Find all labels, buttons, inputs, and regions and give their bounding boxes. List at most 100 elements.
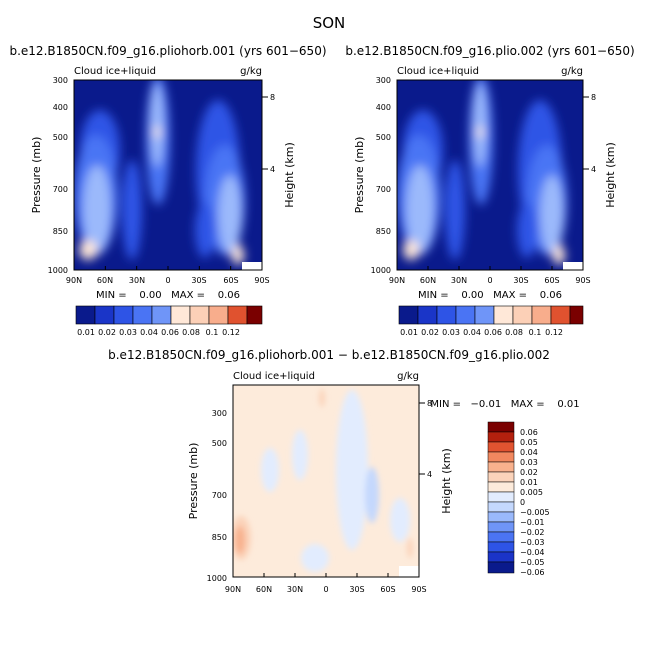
panel-a-x-tick: 30N xyxy=(129,276,145,285)
panel-b: b.e12.B1850CN.f09_g16.plio.002 (yrs 601−… xyxy=(345,44,634,337)
panel-a-min-max: MIN = 0.00 MAX = 0.06 xyxy=(96,290,240,301)
panel-c-y-tick: 500 xyxy=(212,439,227,448)
colorbar-label: 0.02 xyxy=(421,328,439,337)
panel-c-ylabel: Pressure (mb) xyxy=(187,443,200,520)
season-title: SON xyxy=(313,14,346,32)
panel-b-height-tick: 8 xyxy=(591,93,596,102)
panel-b-x-tick: 30S xyxy=(513,276,528,285)
field-blob xyxy=(218,175,242,255)
panel-b-y-tick: 700 xyxy=(376,185,391,194)
panel-a-colorbar: 0.01 0.02 0.03 0.04 0.06 0.08 0.1 0.12 xyxy=(75,305,263,337)
panel-b-height-tick: 4 xyxy=(591,165,596,174)
colorbar-label: 0.005 xyxy=(520,488,543,497)
panel-a-y-tick: 300 xyxy=(53,76,68,85)
colorbar-swatch xyxy=(113,305,134,325)
colorbar-swatch xyxy=(487,461,515,473)
colorbar-swatch xyxy=(550,305,571,325)
field-blob xyxy=(406,165,434,255)
panel-a-y-tick: 700 xyxy=(53,185,68,194)
panel-c-height-tick: 4 xyxy=(427,470,432,479)
panel-c-heatmap xyxy=(233,385,419,577)
field-blob xyxy=(232,245,244,265)
field-blob xyxy=(390,498,410,542)
panel-a-height-tick: 4 xyxy=(270,165,275,174)
panel-c-height-tick: 8 xyxy=(427,399,432,408)
colorbar-label: −0.04 xyxy=(520,548,545,557)
colorbar-label: 0.1 xyxy=(206,328,219,337)
colorbar-label: 0.04 xyxy=(463,328,481,337)
panel-c-field xyxy=(233,389,413,572)
panel-b-min-max: MIN = 0.00 MAX = 0.06 xyxy=(418,290,562,301)
panel-c-y-tick: 300 xyxy=(212,409,227,418)
colorbar-label: 0.04 xyxy=(520,448,538,457)
panel-a-x-tick: 30S xyxy=(191,276,206,285)
panel-b-y-tick: 1000 xyxy=(371,266,391,275)
panel-b-heatmap xyxy=(397,80,583,270)
colorbar-label: 0.06 xyxy=(484,328,502,337)
colorbar-swatch xyxy=(487,451,515,463)
field-blob xyxy=(150,83,164,167)
panel-c-x-tick: 90N xyxy=(225,585,241,594)
colorbar-label: 0.03 xyxy=(442,328,460,337)
field-blob xyxy=(403,240,419,260)
field-blob xyxy=(553,245,565,265)
field-blob xyxy=(319,389,325,407)
colorbar-label: 0.01 xyxy=(400,328,418,337)
panel-b-title: b.e12.B1850CN.f09_g16.plio.002 (yrs 601−… xyxy=(345,44,634,58)
colorbar-swatch xyxy=(487,521,515,533)
panel-a-field xyxy=(74,80,245,265)
panel-c-min-max: MIN = −0.01 MAX = 0.01 xyxy=(430,399,579,410)
panel-b-x-tick: 90N xyxy=(389,276,405,285)
colorbar-label: 0.01 xyxy=(77,328,95,337)
panel-b-ylabel: Pressure (mb) xyxy=(353,137,366,214)
field-blob xyxy=(336,390,368,550)
colorbar-swatch xyxy=(246,305,263,325)
panel-a-ylabel-right: Height (km) xyxy=(283,142,296,208)
panel-a-heatmap xyxy=(74,80,262,270)
colorbar-label: 0.02 xyxy=(98,328,116,337)
panel-a-y-tick: 500 xyxy=(53,133,68,142)
panel-b-colorbar: 0.01 0.02 0.03 0.04 0.06 0.08 0.1 0.12 xyxy=(398,305,584,337)
colorbar-swatch xyxy=(531,305,552,325)
panel-b-x-tick: 30N xyxy=(451,276,467,285)
colorbar-swatch xyxy=(151,305,172,325)
colorbar-label: 0.05 xyxy=(520,438,538,447)
panel-a: b.e12.B1850CN.f09_g16.pliohorb.001 (yrs … xyxy=(9,44,326,337)
panel-b-y-tick: 400 xyxy=(376,103,391,112)
panel-b-y-tick: 850 xyxy=(376,227,391,236)
field-blob xyxy=(122,160,142,260)
colorbar-swatch xyxy=(487,431,515,443)
colorbar-swatch xyxy=(487,531,515,543)
colorbar-label: −0.01 xyxy=(520,518,545,527)
panel-c-x-tick: 90S xyxy=(411,585,426,594)
colorbar-swatch xyxy=(493,305,514,325)
colorbar-swatch xyxy=(474,305,495,325)
panel-a-x-tick: 0 xyxy=(165,276,170,285)
field-blob xyxy=(473,83,487,167)
colorbar-swatch xyxy=(487,561,515,574)
colorbar-label: 0.04 xyxy=(140,328,158,337)
colorbar-swatch xyxy=(436,305,457,325)
field-blob xyxy=(292,430,308,480)
field-blob xyxy=(407,538,413,558)
panel-a-x-tick: 60S xyxy=(223,276,238,285)
colorbar-label: −0.02 xyxy=(520,528,545,537)
panel-a-y-tick: 850 xyxy=(53,227,68,236)
panel-a-height-tick: 8 xyxy=(270,93,275,102)
field-blob xyxy=(79,240,97,260)
colorbar-swatch xyxy=(75,305,96,325)
colorbar-swatch xyxy=(94,305,115,325)
field-blob xyxy=(235,526,245,554)
colorbar-label: 0.12 xyxy=(545,328,563,337)
panel-a-left-label: Cloud ice+liquid xyxy=(74,66,156,77)
colorbar-label: −0.05 xyxy=(520,558,545,567)
field-blob xyxy=(477,126,483,138)
panel-a-ylabel: Pressure (mb) xyxy=(30,137,43,214)
panel-a-x-tick: 90S xyxy=(254,276,269,285)
colorbar-swatch xyxy=(227,305,248,325)
panel-b-units: g/kg xyxy=(561,66,583,77)
diff-title: b.e12.B1850CN.f09_g16.pliohorb.001 − b.e… xyxy=(108,348,550,362)
panel-b-field xyxy=(397,80,567,265)
panel-c-x-tick: 60N xyxy=(256,585,272,594)
